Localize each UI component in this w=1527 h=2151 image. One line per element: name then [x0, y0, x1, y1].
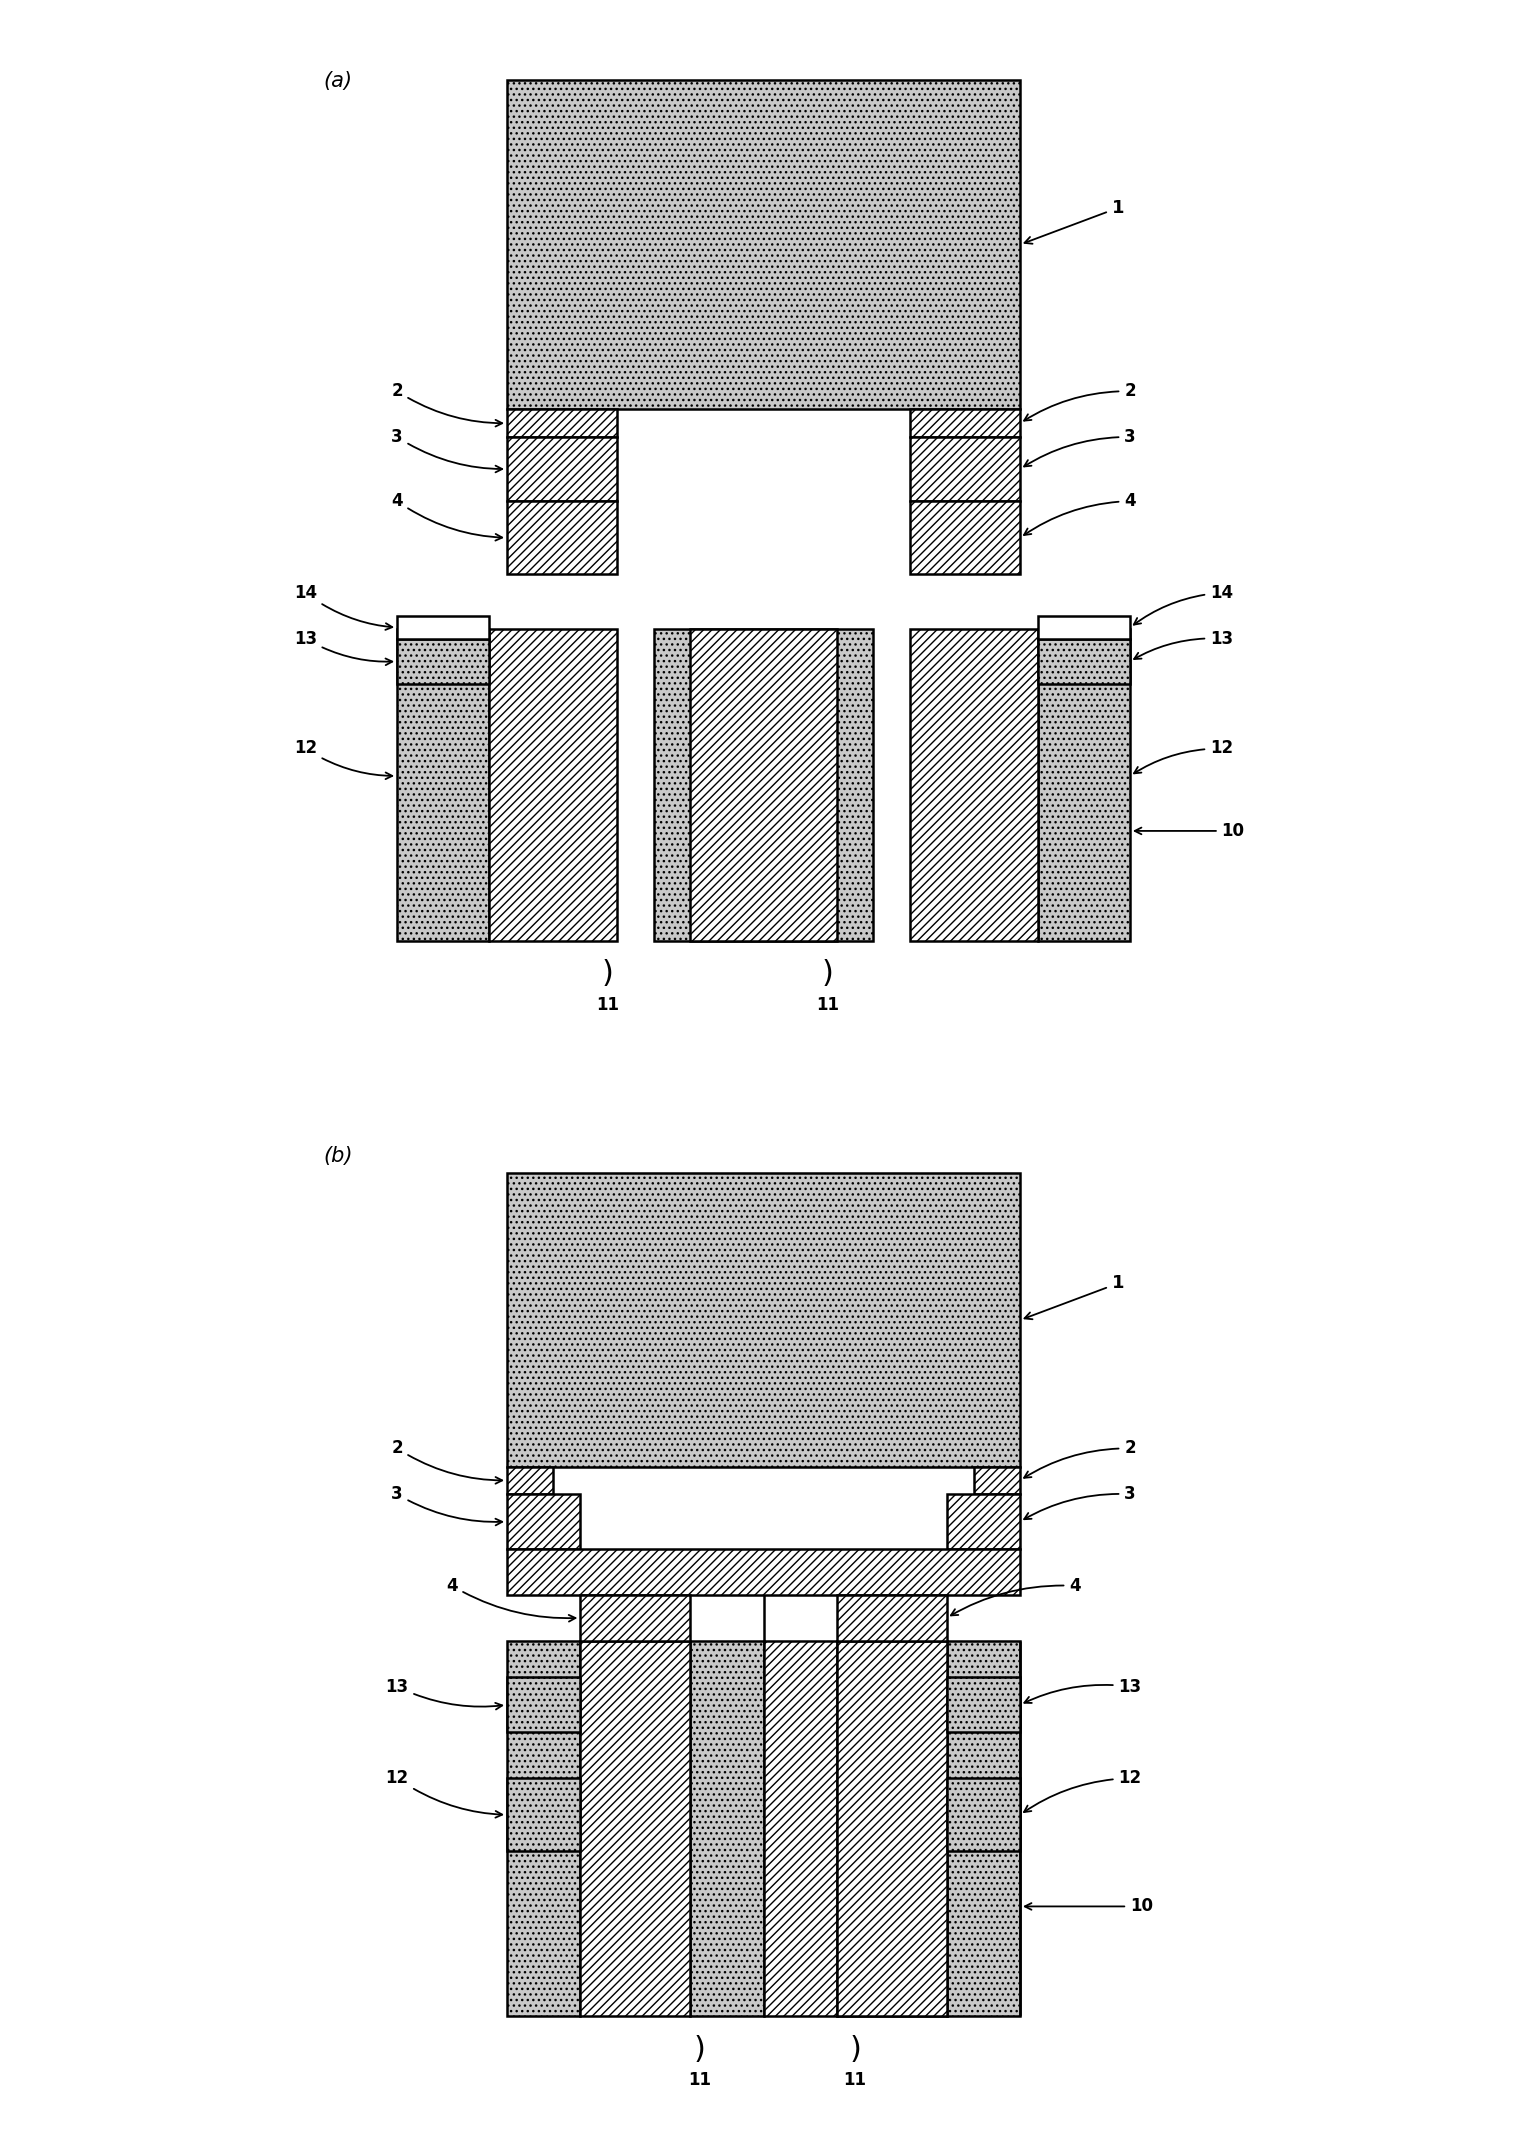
- Bar: [837, 1641, 947, 2015]
- Bar: [507, 1467, 553, 1495]
- Bar: [507, 409, 617, 437]
- Bar: [507, 1495, 580, 1549]
- Bar: [910, 630, 1038, 940]
- Text: 14: 14: [1135, 583, 1234, 624]
- Bar: [974, 1467, 1020, 1495]
- Bar: [947, 1641, 1020, 2015]
- Text: 1: 1: [1025, 198, 1124, 243]
- Bar: [507, 501, 617, 574]
- Bar: [654, 630, 873, 940]
- Text: 2: 2: [391, 1439, 502, 1484]
- Bar: [507, 1678, 580, 1732]
- Text: 13: 13: [293, 630, 392, 665]
- Text: ): ): [822, 959, 834, 987]
- Bar: [1038, 615, 1130, 639]
- Bar: [910, 409, 1020, 437]
- Bar: [837, 1641, 947, 2015]
- Text: 12: 12: [1025, 1768, 1142, 1811]
- Bar: [507, 1641, 580, 2015]
- Text: 3: 3: [1025, 428, 1136, 467]
- Text: 11: 11: [687, 2071, 712, 2089]
- Text: 4: 4: [446, 1577, 576, 1622]
- Bar: [947, 1678, 1020, 1732]
- Text: 11: 11: [815, 996, 840, 1013]
- Bar: [397, 639, 489, 684]
- Text: 13: 13: [1025, 1678, 1142, 1704]
- Bar: [580, 1641, 690, 2015]
- Text: 1: 1: [1025, 1273, 1124, 1319]
- Text: 3: 3: [391, 1484, 502, 1525]
- Text: 4: 4: [951, 1577, 1081, 1615]
- Text: (b): (b): [324, 1146, 353, 1166]
- Text: 3: 3: [1025, 1484, 1136, 1519]
- Text: 2: 2: [391, 383, 502, 426]
- Text: 13: 13: [385, 1678, 502, 1710]
- Bar: [947, 1779, 1020, 1852]
- Text: ): ): [602, 959, 614, 987]
- Bar: [397, 630, 489, 940]
- Bar: [764, 1641, 837, 2015]
- Text: 13: 13: [1135, 630, 1234, 658]
- Text: 12: 12: [293, 740, 392, 779]
- Bar: [507, 437, 617, 501]
- Text: ): ): [693, 2035, 705, 2063]
- Text: 10: 10: [1135, 822, 1245, 839]
- Bar: [580, 1594, 690, 1641]
- Text: 10: 10: [1025, 1897, 1153, 1914]
- Text: 2: 2: [1025, 1439, 1136, 1478]
- Bar: [397, 615, 489, 639]
- Text: 11: 11: [843, 2071, 867, 2089]
- Text: ): ): [849, 2035, 861, 2063]
- Bar: [507, 1549, 1020, 1594]
- Bar: [489, 630, 617, 940]
- Text: 4: 4: [391, 493, 502, 540]
- Bar: [947, 1495, 1020, 1549]
- Bar: [1038, 630, 1130, 940]
- Bar: [507, 80, 1020, 409]
- Text: 12: 12: [1135, 740, 1234, 774]
- Text: 3: 3: [391, 428, 502, 473]
- Text: 11: 11: [596, 996, 620, 1013]
- Bar: [690, 1641, 764, 2015]
- Text: 12: 12: [385, 1768, 502, 1818]
- Bar: [507, 1174, 1020, 1467]
- Text: 4: 4: [1025, 493, 1136, 536]
- Bar: [837, 1594, 947, 1641]
- Bar: [910, 437, 1020, 501]
- Text: 2: 2: [1025, 383, 1136, 422]
- Bar: [910, 501, 1020, 574]
- Bar: [507, 1779, 580, 1852]
- Text: (a): (a): [324, 71, 353, 90]
- Bar: [690, 630, 837, 940]
- Text: 14: 14: [293, 583, 392, 630]
- Bar: [1038, 639, 1130, 684]
